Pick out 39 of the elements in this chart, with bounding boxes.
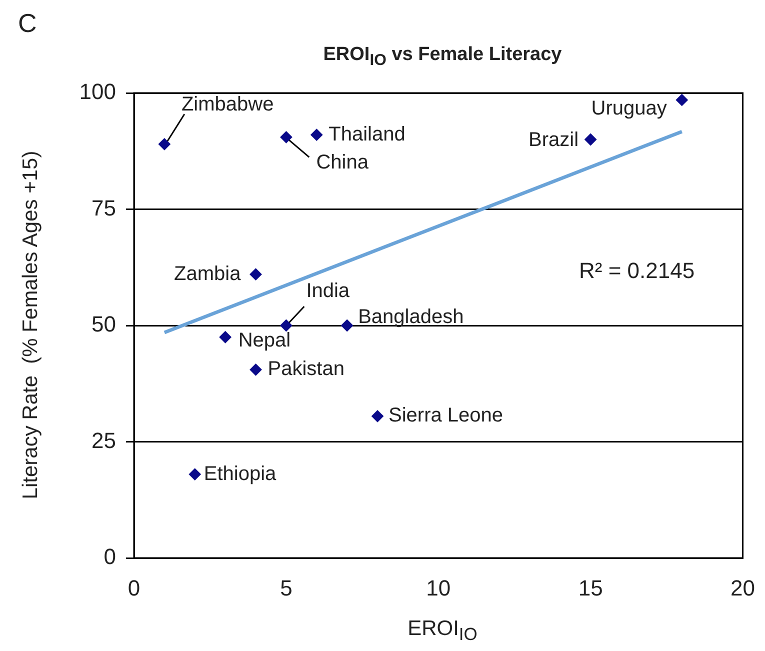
x-tick-label: 10 <box>426 575 451 600</box>
x-axis-title: EROI$_{IO}$ <box>406 617 478 646</box>
point <box>341 320 354 332</box>
annotation: Brazil <box>528 129 579 152</box>
annotation: Sierra Leone <box>388 404 504 427</box>
y-tick-label: 0 <box>104 544 116 570</box>
annotation: Zambia <box>174 262 242 285</box>
x-tick-label: 5 <box>280 575 292 600</box>
x-tick-label: 20 <box>730 575 756 600</box>
point <box>676 94 688 106</box>
annotation: R² = 0.2145 <box>579 258 695 284</box>
annotation: Zimbabwe <box>181 94 274 116</box>
annotation: China <box>316 152 370 174</box>
point <box>372 410 384 422</box>
y-tick-label: 25 <box>92 428 116 453</box>
point <box>310 128 323 141</box>
point <box>584 134 597 146</box>
y-tick-label: 50 <box>92 312 116 337</box>
annotation: Ethiopia <box>204 462 278 485</box>
annotation: India <box>306 280 350 302</box>
annotation: Thailand <box>328 123 406 146</box>
x-tick-label: 0 <box>128 575 140 600</box>
point <box>250 268 262 280</box>
chart-title: EROI$_{IO}$ vs Female Literacy <box>322 44 563 70</box>
annotation: Uruguay <box>591 97 667 120</box>
annotation: Bangladesh <box>358 306 464 328</box>
annotation: Nepal <box>238 330 291 352</box>
text: C <box>18 8 37 39</box>
point <box>280 320 292 332</box>
point <box>158 138 170 150</box>
point <box>188 468 201 480</box>
y-axis-title: Literacy Rate (% Females Ages +15) <box>19 150 43 500</box>
y-tick-label: 75 <box>92 195 116 220</box>
point <box>219 331 232 344</box>
x-tick-label: 15 <box>578 575 603 600</box>
y-tick-label: 100 <box>79 79 116 104</box>
point <box>280 131 292 144</box>
point <box>250 364 262 376</box>
annotation: Pakistan <box>268 358 344 380</box>
